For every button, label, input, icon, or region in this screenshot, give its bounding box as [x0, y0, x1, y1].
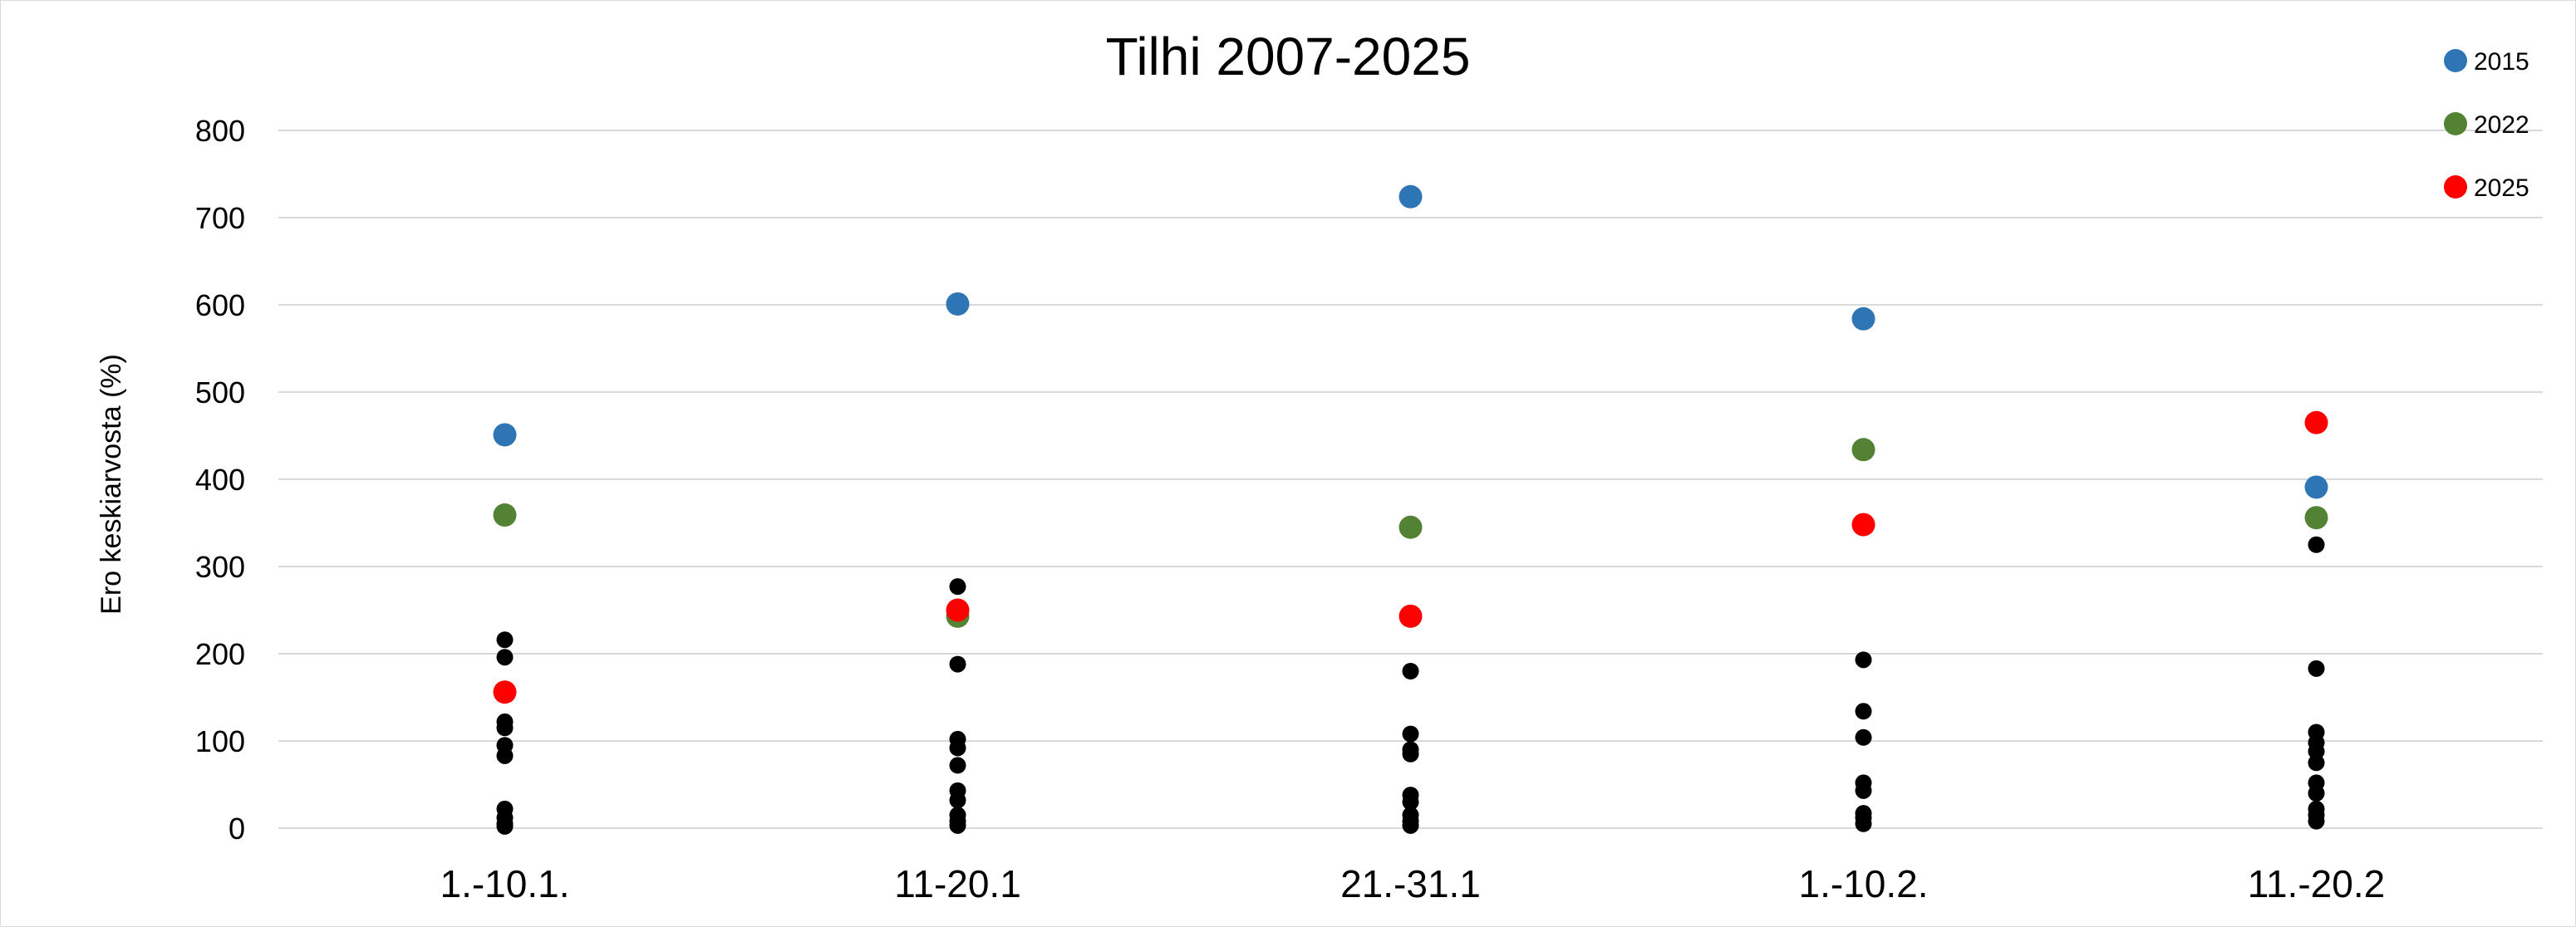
x-axis-ticks: 1.-10.1. 11-20.1 21.-31.1 1.-10.2. 11.-20.2: [440, 862, 2386, 905]
background-point: [2308, 660, 2325, 677]
y-tick-label: 400: [195, 463, 245, 497]
y-tick-label: 100: [195, 724, 245, 758]
background-point: [2308, 812, 2325, 830]
background-point: [496, 649, 514, 666]
background-point: [949, 578, 966, 596]
background-point: [949, 817, 966, 834]
background-point: [1855, 728, 1872, 746]
background-point: [949, 757, 966, 774]
background-point: [1402, 745, 1419, 763]
x-tick-label: 11-20.1: [894, 862, 1021, 905]
highlight-series: [493, 184, 2328, 704]
point-2015: [1399, 184, 1423, 208]
gridlines: [278, 130, 2543, 829]
y-tick-label: 0: [229, 812, 245, 846]
point-2015: [1851, 307, 1875, 331]
y-tick-label: 800: [195, 114, 245, 148]
legend: 2015 2022 2025: [2444, 48, 2529, 202]
background-point: [1855, 782, 1872, 799]
legend-marker-2022: [2444, 112, 2467, 135]
chart-title: Tilhi 2007-2025: [1106, 27, 1471, 86]
background-point: [496, 719, 514, 737]
background-point: [1402, 725, 1419, 743]
point-2022: [2304, 506, 2328, 530]
point-2025: [946, 598, 970, 622]
point-2025: [1851, 513, 1875, 537]
x-tick-label: 11.-20.2: [2248, 862, 2385, 905]
background-point: [1855, 651, 1872, 669]
background-point: [1855, 815, 1872, 832]
point-2015: [2304, 475, 2328, 499]
background-point: [2308, 536, 2325, 553]
y-axis-ticks: 0 100 200 300 400 500 600 700 800: [195, 114, 245, 846]
background-point: [496, 747, 514, 764]
y-tick-label: 200: [195, 637, 245, 671]
point-2022: [1399, 515, 1423, 539]
background-point: [1402, 817, 1419, 834]
background-points: [496, 536, 2325, 835]
point-2025: [493, 680, 517, 704]
background-point: [1402, 793, 1419, 811]
background-point: [1402, 663, 1419, 679]
x-tick-label: 1.-10.1.: [440, 862, 570, 905]
legend-label-2025: 2025: [2474, 174, 2529, 202]
background-point: [949, 792, 966, 809]
legend-marker-2025: [2444, 175, 2467, 199]
point-2025: [1399, 604, 1423, 628]
point-2022: [1851, 438, 1875, 462]
background-point: [2308, 785, 2325, 802]
y-tick-label: 700: [195, 201, 245, 235]
point-2015: [493, 423, 517, 447]
y-tick-label: 600: [195, 288, 245, 322]
background-point: [496, 817, 514, 835]
legend-marker-2015: [2444, 49, 2467, 72]
y-axis-label: Ero keskiarvosta (%): [96, 354, 127, 615]
legend-label-2022: 2022: [2474, 111, 2529, 139]
point-2025: [2304, 410, 2328, 434]
x-tick-label: 1.-10.2.: [1799, 862, 1929, 905]
y-tick-label: 500: [195, 375, 245, 410]
point-2022: [493, 503, 517, 527]
point-2015: [946, 292, 970, 316]
background-point: [949, 739, 966, 757]
legend-label-2015: 2015: [2474, 48, 2529, 76]
background-point: [496, 631, 514, 649]
background-point: [949, 655, 966, 673]
background-point: [1855, 703, 1872, 720]
background-point: [2308, 754, 2325, 772]
x-tick-label: 21.-31.1: [1340, 862, 1481, 905]
y-tick-label: 300: [195, 550, 245, 584]
